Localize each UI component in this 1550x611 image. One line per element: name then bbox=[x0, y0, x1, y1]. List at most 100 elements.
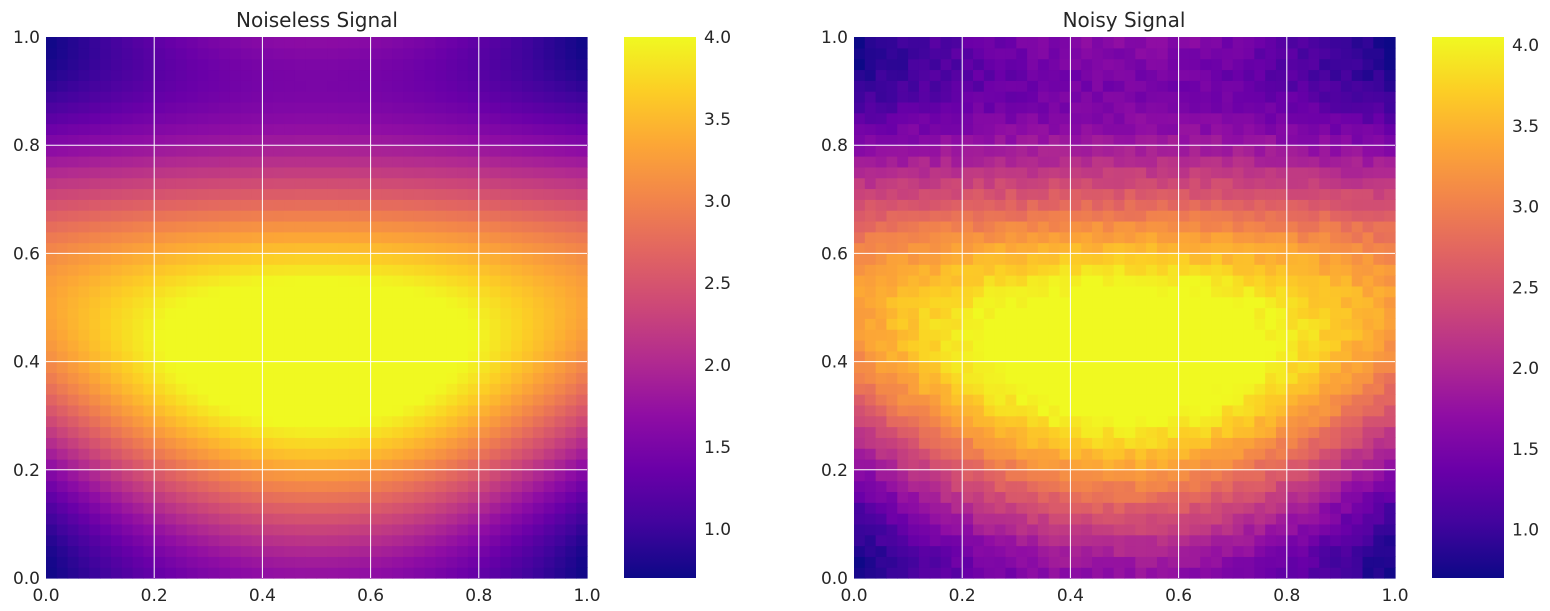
heatmap-cell bbox=[1113, 458, 1126, 471]
heatmap-cell bbox=[467, 469, 480, 482]
heatmap-cell bbox=[994, 199, 1007, 211]
heatmap-cell bbox=[1275, 231, 1288, 244]
heatmap-cell bbox=[1048, 145, 1061, 157]
heatmap-cell bbox=[1330, 91, 1342, 103]
heatmap-cell bbox=[929, 502, 942, 514]
heatmap-cell bbox=[424, 502, 437, 514]
heatmap-cell bbox=[973, 339, 985, 352]
heatmap-cell bbox=[1275, 394, 1288, 406]
heatmap-cell bbox=[208, 448, 220, 460]
heatmap-cell bbox=[165, 556, 177, 568]
heatmap-cell bbox=[565, 177, 577, 190]
heatmap-cell bbox=[327, 523, 339, 536]
heatmap-cell bbox=[1037, 513, 1050, 525]
heatmap-cell bbox=[67, 383, 80, 395]
heatmap-cell bbox=[1167, 188, 1180, 200]
heatmap-cell bbox=[294, 156, 307, 168]
heatmap-cell bbox=[1362, 47, 1374, 60]
heatmap-cell bbox=[854, 231, 866, 244]
heatmap-cell bbox=[1189, 307, 1201, 319]
heatmap-cell bbox=[229, 469, 242, 482]
heatmap-cell bbox=[511, 145, 523, 157]
heatmap-cell bbox=[1254, 361, 1266, 374]
heatmap-cell bbox=[554, 166, 566, 179]
heatmap-cell bbox=[1048, 47, 1061, 60]
heatmap-cell bbox=[305, 556, 318, 568]
heatmap-cell bbox=[1146, 47, 1158, 60]
heatmap-cell bbox=[327, 545, 339, 557]
heatmap-cell bbox=[489, 264, 502, 276]
panel-noisy: Noisy Signal 0.0 0.2 0.4 0.6 0.8 1.0 0.00.20.… bbox=[821, 8, 1539, 606]
heatmap-cell bbox=[121, 502, 134, 514]
heatmap-cell bbox=[1211, 199, 1223, 211]
heatmap-cell bbox=[897, 112, 909, 125]
heatmap-cell bbox=[532, 199, 545, 211]
heatmap-cell bbox=[994, 448, 1007, 460]
heatmap-cell bbox=[457, 372, 469, 384]
heatmap-cell bbox=[565, 318, 577, 330]
heatmap-cell bbox=[1005, 534, 1017, 547]
heatmap-cell bbox=[1362, 91, 1374, 103]
heatmap-cell bbox=[392, 101, 404, 114]
heatmap-cell bbox=[1027, 242, 1039, 254]
heatmap-cell bbox=[359, 361, 372, 374]
heatmap-cell bbox=[262, 37, 274, 49]
heatmap-cell bbox=[316, 361, 328, 374]
heatmap-cell bbox=[467, 404, 480, 417]
heatmap-cell bbox=[951, 329, 963, 341]
heatmap-cell bbox=[1167, 318, 1180, 330]
heatmap-cell bbox=[1297, 361, 1310, 374]
heatmap-cell bbox=[1297, 166, 1310, 179]
heatmap-cell bbox=[973, 80, 985, 92]
heatmap-cell bbox=[478, 523, 491, 536]
heatmap-cell bbox=[251, 502, 263, 514]
heatmap-cell bbox=[1221, 47, 1234, 60]
heatmap-cell bbox=[918, 556, 931, 568]
heatmap-cell bbox=[489, 166, 502, 179]
heatmap-cell bbox=[1340, 37, 1353, 49]
heatmap-cell bbox=[208, 199, 220, 211]
heatmap-cell bbox=[208, 404, 220, 417]
heatmap-cell bbox=[370, 383, 383, 395]
heatmap-cell bbox=[1340, 458, 1353, 471]
heatmap-cell bbox=[532, 285, 545, 298]
heatmap-cell bbox=[1059, 523, 1071, 536]
heatmap-cell bbox=[1232, 253, 1245, 265]
heatmap-cell bbox=[467, 372, 480, 384]
heatmap-cell bbox=[316, 513, 328, 525]
heatmap-cell bbox=[413, 502, 426, 514]
heatmap-cell bbox=[284, 199, 296, 211]
heatmap-cell bbox=[511, 491, 523, 503]
heatmap-cell bbox=[1200, 469, 1212, 482]
heatmap-cell bbox=[1102, 448, 1115, 460]
heatmap-cell bbox=[1156, 210, 1169, 222]
heatmap-cell bbox=[1221, 404, 1234, 417]
heatmap-cell bbox=[284, 394, 296, 406]
heatmap-cell bbox=[316, 188, 328, 200]
heatmap-cell bbox=[56, 37, 69, 49]
heatmap-cell bbox=[854, 210, 866, 222]
heatmap-cell bbox=[478, 134, 491, 146]
heatmap-cell bbox=[56, 231, 69, 244]
heatmap-cell bbox=[1319, 47, 1331, 60]
heatmap-cell bbox=[1362, 404, 1374, 417]
heatmap-cell bbox=[1330, 426, 1342, 438]
heatmap-cell bbox=[392, 210, 404, 222]
heatmap-cell bbox=[1081, 404, 1093, 417]
heatmap-cell bbox=[908, 458, 920, 471]
heatmap-cell bbox=[78, 101, 90, 114]
heatmap-cell bbox=[219, 231, 231, 244]
heatmap-cell bbox=[1221, 101, 1234, 114]
heatmap-cell bbox=[522, 318, 534, 330]
heatmap-cell bbox=[1113, 437, 1126, 449]
heatmap-cell bbox=[175, 523, 188, 536]
heatmap-cell bbox=[1297, 567, 1310, 579]
heatmap-cell bbox=[348, 188, 361, 200]
heatmap-cell bbox=[1005, 112, 1017, 125]
heatmap-cell bbox=[983, 383, 996, 395]
heatmap-cell bbox=[1156, 318, 1169, 330]
heatmap-cell bbox=[392, 145, 404, 157]
heatmap-cell bbox=[338, 480, 350, 493]
heatmap-cell bbox=[1102, 404, 1115, 417]
heatmap-cell bbox=[543, 275, 556, 287]
